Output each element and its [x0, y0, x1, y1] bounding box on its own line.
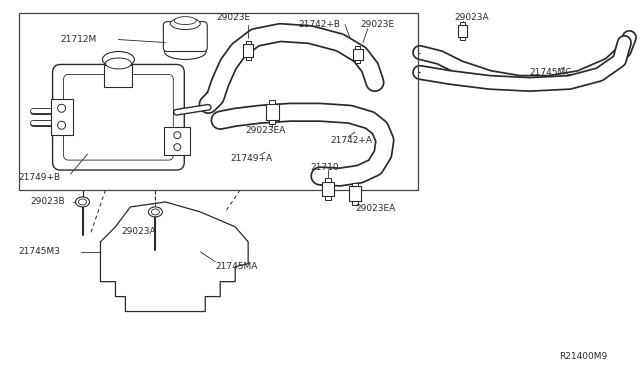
Text: 29023EA: 29023EA [245, 126, 285, 135]
Polygon shape [100, 202, 248, 311]
Bar [353, 48, 363, 61]
Ellipse shape [174, 132, 181, 139]
Text: 29023E: 29023E [216, 13, 250, 22]
Bar [325, 196, 331, 200]
Text: 21742+B: 21742+B [298, 20, 340, 29]
Bar [352, 183, 358, 186]
Ellipse shape [152, 209, 159, 215]
Text: 29023B: 29023B [31, 198, 65, 206]
Ellipse shape [170, 17, 200, 30]
Bar [246, 57, 251, 60]
Bar [355, 45, 360, 48]
Bar [269, 120, 275, 124]
Bar [19, 13, 418, 190]
Text: 21745M3: 21745M3 [19, 247, 61, 256]
FancyBboxPatch shape [63, 74, 173, 160]
Text: 21749+B: 21749+B [19, 173, 61, 182]
Text: R21400M9: R21400M9 [559, 352, 607, 361]
Bar [246, 41, 251, 44]
Bar [104, 65, 132, 87]
Bar [352, 202, 358, 205]
FancyBboxPatch shape [52, 64, 184, 170]
Text: 21749+A: 21749+A [230, 154, 273, 163]
Text: 21745MA: 21745MA [215, 262, 258, 271]
Text: 29023E: 29023E [360, 20, 394, 29]
Ellipse shape [174, 17, 196, 25]
Bar [460, 36, 465, 39]
Ellipse shape [164, 44, 206, 60]
Text: 21745MC: 21745MC [529, 68, 572, 77]
Bar [164, 127, 190, 155]
Bar [51, 99, 72, 135]
Ellipse shape [58, 104, 65, 112]
Ellipse shape [79, 199, 86, 205]
Bar [349, 186, 361, 202]
Bar [266, 104, 278, 120]
Bar [355, 61, 360, 64]
Ellipse shape [102, 51, 134, 67]
Bar [269, 100, 275, 104]
Bar [325, 178, 331, 182]
Text: 29023A: 29023A [121, 227, 156, 236]
Text: 21742+A: 21742+A [330, 136, 372, 145]
Ellipse shape [58, 121, 65, 129]
Text: 29023A: 29023A [454, 13, 490, 22]
Ellipse shape [76, 197, 90, 207]
Text: 21712M: 21712M [61, 35, 97, 44]
Bar [458, 25, 467, 36]
Bar [460, 22, 465, 25]
Ellipse shape [106, 58, 131, 69]
Ellipse shape [174, 144, 181, 151]
Text: 29023EA: 29023EA [355, 205, 395, 214]
FancyBboxPatch shape [163, 22, 207, 51]
Bar [243, 44, 253, 57]
Text: 21710: 21710 [310, 163, 339, 171]
Ellipse shape [148, 207, 163, 217]
Bar [322, 182, 334, 196]
